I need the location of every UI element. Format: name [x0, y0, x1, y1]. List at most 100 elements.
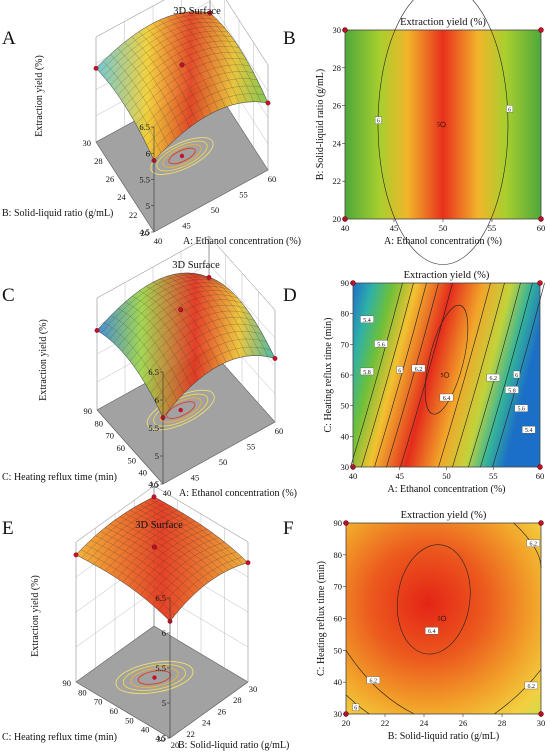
- y-tick-label: 24: [117, 192, 126, 202]
- y-tick-label: 40: [141, 725, 150, 735]
- y-axis-label: C: Heating reflux time (min): [323, 318, 334, 433]
- y-tick-label: 20: [333, 214, 342, 224]
- x-tick-label: 60: [275, 426, 284, 436]
- floor-contour: [150, 137, 214, 175]
- mesh-line: [139, 504, 234, 568]
- z-tick-label: 6.5: [139, 122, 150, 132]
- mesh-line: [202, 11, 262, 103]
- mesh-line: [111, 517, 190, 575]
- z-tick-label: 4.5: [139, 227, 150, 237]
- y-tick-label: 28: [333, 63, 342, 73]
- x-tick-label: 20: [171, 740, 180, 750]
- contour-line: [424, 304, 469, 415]
- mesh-line: [99, 14, 214, 73]
- mesh-line: [174, 14, 233, 105]
- contour-label-box: [514, 404, 529, 412]
- z-tick-label: 5: [155, 451, 159, 461]
- contour-label: 6.4: [428, 629, 436, 635]
- x-tick-label: 55: [247, 442, 256, 452]
- x-tick-label: 26: [218, 706, 227, 716]
- mesh-line: [117, 286, 230, 347]
- mesh-line: [201, 274, 269, 357]
- x-tick-label: 55: [489, 471, 498, 481]
- x-tick-label: 24: [420, 718, 429, 728]
- z-tick-label: 5: [146, 201, 150, 211]
- design-point: [440, 615, 447, 622]
- y-tick-label: 60: [341, 370, 350, 380]
- z-tick-label: 5.5: [139, 175, 150, 185]
- contour-label-box: [366, 676, 381, 684]
- x-tick-label: 24: [202, 718, 211, 728]
- mesh-line: [153, 496, 249, 563]
- side-wall: [209, 0, 269, 171]
- y-tick-label: 70: [106, 431, 115, 441]
- y-tick-label: 30: [157, 734, 166, 744]
- center-point-count: 5: [437, 123, 440, 129]
- panel-letter-a: A: [2, 28, 16, 49]
- mesh-line: [75, 496, 155, 555]
- floor-contour: [122, 664, 187, 691]
- mesh-line: [96, 272, 210, 331]
- contour-label-box: [505, 386, 519, 394]
- z-axis-label: Extraction yield (%): [38, 319, 49, 401]
- mesh-line: [188, 11, 247, 103]
- y-tick-label: 80: [334, 550, 343, 560]
- floor-contour: [137, 670, 172, 685]
- mesh-line: [105, 513, 184, 572]
- center-point: [179, 62, 185, 68]
- x-tick-label: 40: [154, 236, 163, 246]
- x-tick-label: 60: [536, 471, 545, 481]
- z-tick-label: 6: [146, 148, 150, 158]
- mesh-line: [101, 274, 214, 334]
- contour-label: 6.2: [370, 679, 378, 685]
- contour-label-box: [374, 116, 382, 124]
- mesh-line: [114, 30, 229, 91]
- mesh-line: [124, 46, 240, 106]
- z-tick-label: 4.5: [155, 733, 166, 743]
- panel-title: Extraction yield (%): [404, 270, 490, 281]
- contour-label: 5.8: [508, 388, 516, 394]
- panel-title: Extraction yield (%): [401, 510, 487, 521]
- contour-label-box: [524, 681, 539, 690]
- contour-line: [361, 282, 414, 468]
- x-tick-label: 28: [498, 718, 507, 728]
- design-point: [73, 552, 79, 558]
- x-tick-label: 30: [249, 684, 258, 694]
- contour-line: [452, 282, 505, 468]
- mesh-line: [159, 278, 227, 363]
- z-tick-label: 6.5: [148, 367, 159, 377]
- contour-label: 5.4: [525, 428, 533, 434]
- center-point: [152, 544, 157, 550]
- contour-label: 6.4: [443, 396, 451, 402]
- mesh-line: [81, 499, 160, 559]
- contour-line: [494, 669, 542, 715]
- x-tick-label: 45: [191, 473, 200, 483]
- z-tick-label: 5.5: [148, 423, 159, 433]
- x-tick-label: 50: [211, 205, 220, 215]
- mesh-line: [109, 279, 222, 340]
- mesh-line: [209, 12, 269, 104]
- panel-title: 3D Surface: [135, 520, 183, 531]
- x-axis-label: A: Ethanol concentration (%): [387, 484, 505, 495]
- y-tick-label: 40: [334, 677, 343, 687]
- y-tick-label: 80: [95, 418, 104, 428]
- y-tick-label: 22: [129, 210, 138, 220]
- panel-letter-d: D: [283, 285, 297, 306]
- mesh-line: [103, 18, 218, 77]
- x-tick-label: 26: [459, 718, 468, 728]
- contour-line: [345, 650, 415, 715]
- y-tick-label: 90: [84, 406, 93, 416]
- wall-gridline: [75, 485, 249, 543]
- x-axis-label: B: Solid-liquid ratio (g/mL): [388, 731, 499, 742]
- y-tick-label: 60: [334, 614, 343, 624]
- y-axis-label: B: Solid-liquid ratio (g/mL): [2, 208, 113, 219]
- x-tick-label: 50: [219, 457, 228, 467]
- x-tick-label: 45: [396, 471, 405, 481]
- contour-label-box: [411, 364, 426, 373]
- y-tick-label: 90: [341, 278, 350, 288]
- y-tick-label: 90: [334, 518, 343, 528]
- mesh-line: [144, 501, 239, 566]
- x-tick-label: 20: [342, 718, 351, 728]
